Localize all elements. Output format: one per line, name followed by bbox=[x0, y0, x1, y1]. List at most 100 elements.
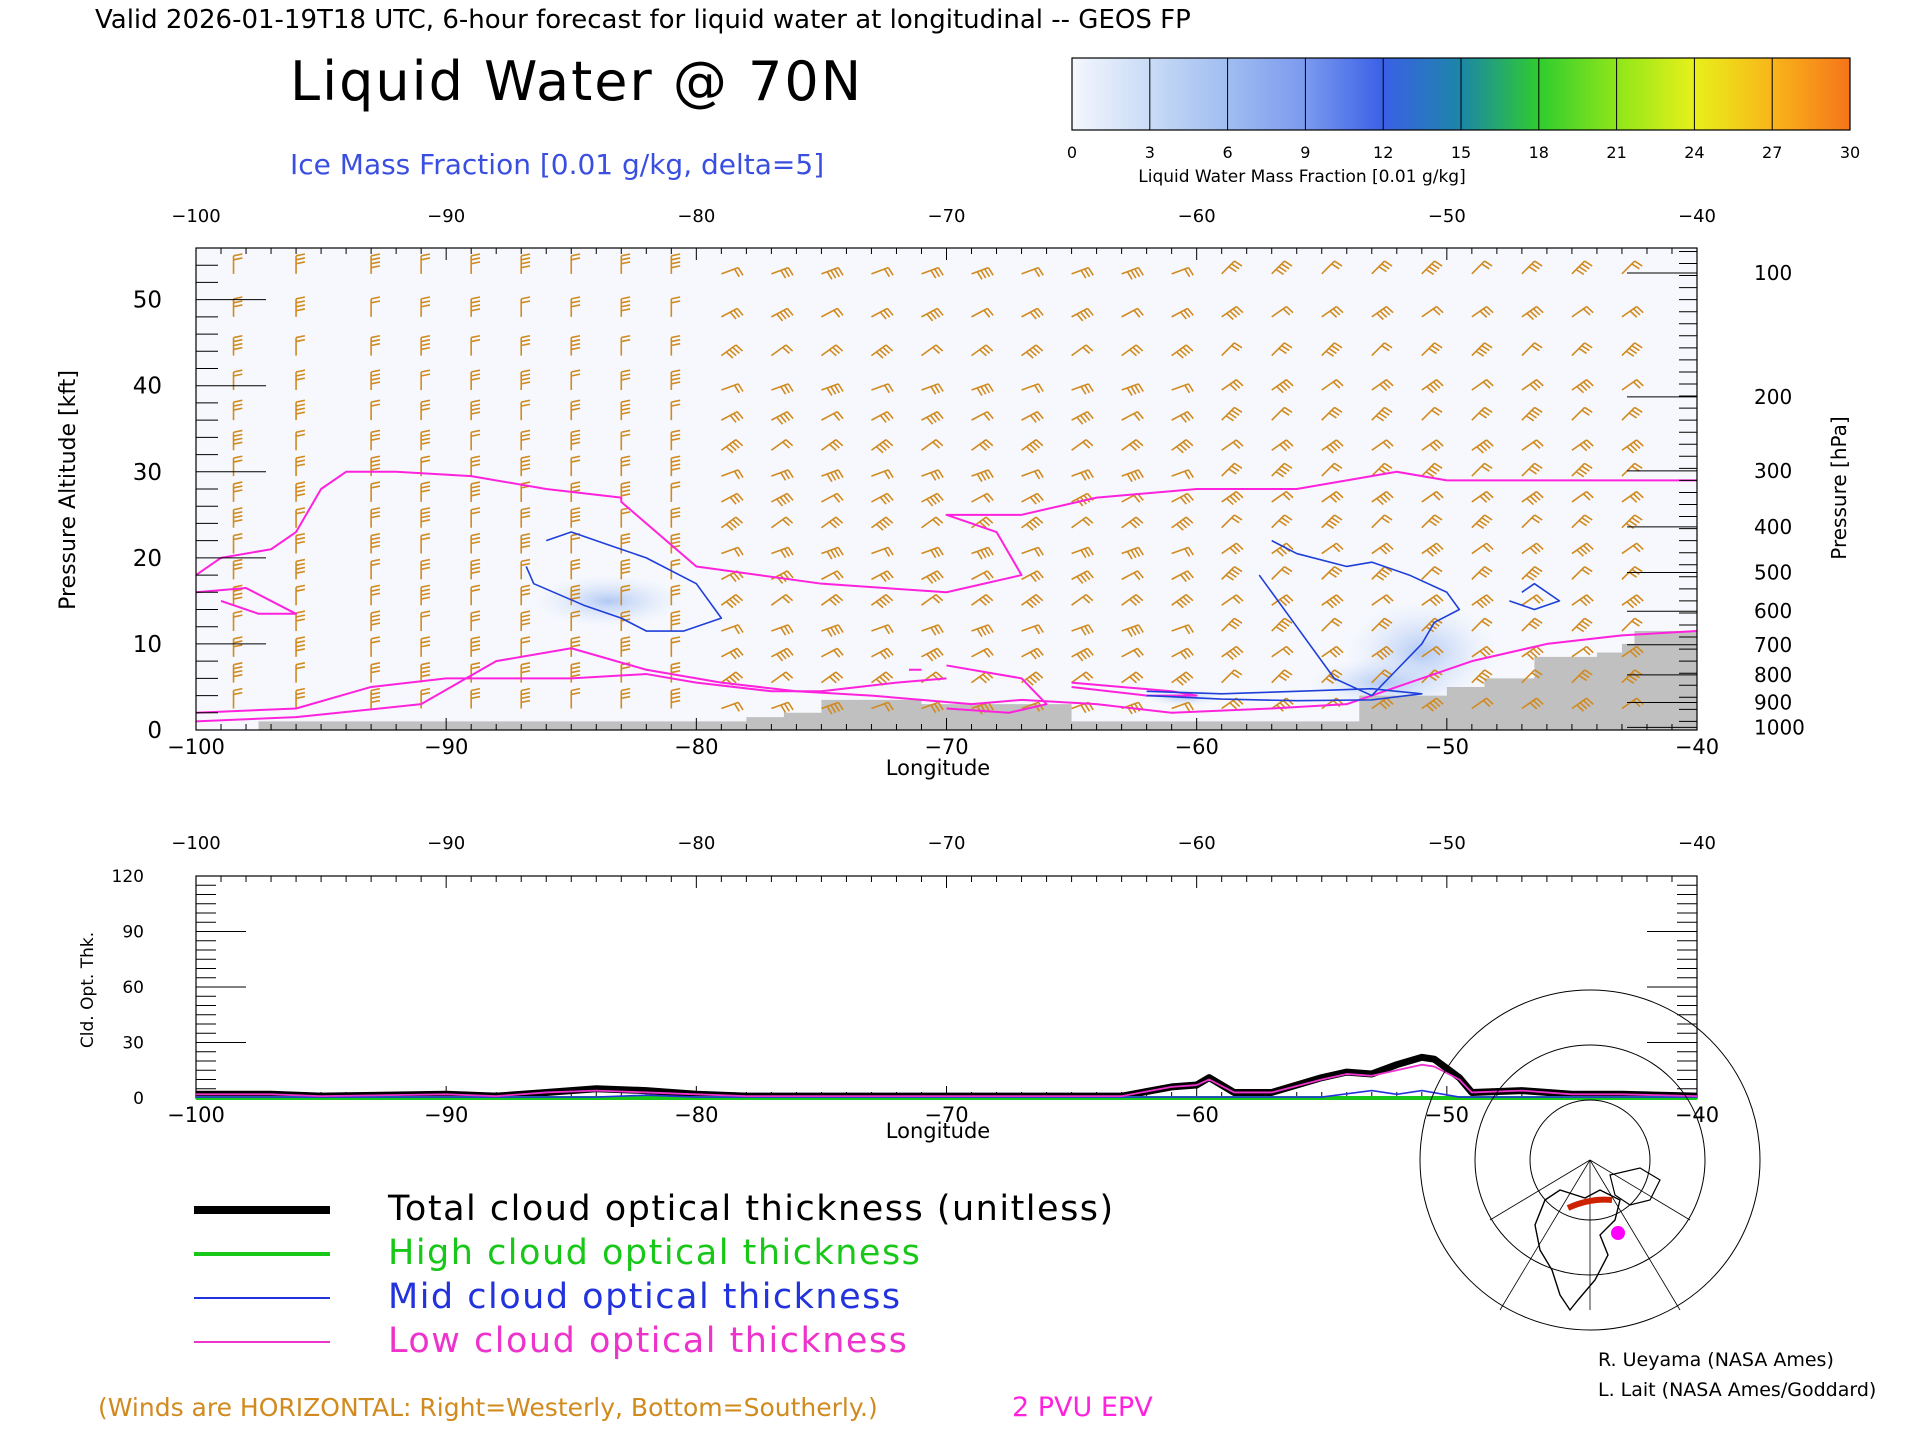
wind-barb bbox=[232, 636, 243, 657]
colorbar-tick-label: 3 bbox=[1145, 143, 1155, 162]
legend-total: Total cloud optical thickness (unitless) bbox=[387, 1189, 1115, 1229]
wind-barb bbox=[1471, 439, 1494, 454]
wind-barb bbox=[1321, 462, 1343, 477]
wind-barb bbox=[871, 266, 894, 278]
pressure-tick-label: 800 bbox=[1754, 663, 1792, 687]
legend-high: High cloud optical thickness bbox=[388, 1233, 921, 1273]
wind-barb bbox=[820, 671, 844, 684]
wind-barb bbox=[1021, 344, 1044, 359]
wind-barb bbox=[771, 546, 794, 559]
wind-barb bbox=[1321, 514, 1343, 530]
wind-barb bbox=[871, 492, 894, 505]
wind-barb bbox=[1521, 260, 1543, 275]
wind-barb bbox=[721, 624, 744, 635]
wind-barb bbox=[470, 687, 481, 709]
wind-barb bbox=[1321, 305, 1344, 318]
wind-barb bbox=[1221, 645, 1244, 661]
wind-barb bbox=[1521, 565, 1543, 581]
colorbar-tick-label: 18 bbox=[1529, 143, 1549, 162]
wind-barb bbox=[1621, 406, 1643, 421]
wind-barb bbox=[1521, 514, 1543, 529]
winds-note: (Winds are HORIZONTAL: Right=Westerly, B… bbox=[98, 1393, 878, 1422]
wind-barb bbox=[971, 492, 994, 503]
colorbar-segment bbox=[1227, 58, 1306, 130]
wind-barb bbox=[1621, 594, 1644, 609]
wind-barb bbox=[871, 647, 894, 660]
wind-barb bbox=[1171, 593, 1194, 609]
wind-barb bbox=[520, 253, 531, 274]
wind-barb bbox=[821, 701, 844, 715]
wind-barb bbox=[1371, 617, 1393, 632]
wind-barb bbox=[1471, 697, 1494, 710]
wind-barb bbox=[820, 593, 844, 606]
wind-barb bbox=[1471, 594, 1494, 609]
wind-barb bbox=[520, 610, 531, 632]
wind-barb bbox=[1371, 565, 1393, 581]
wind-barb bbox=[721, 701, 744, 712]
wind-barb bbox=[1171, 469, 1194, 480]
wind-barb bbox=[520, 369, 531, 391]
wind-barb bbox=[1121, 439, 1144, 451]
wind-barb bbox=[420, 429, 431, 451]
wind-barb bbox=[1271, 617, 1293, 633]
wind-barb bbox=[1421, 462, 1443, 478]
colorbar-segment bbox=[1772, 58, 1851, 130]
wind-barb bbox=[1321, 594, 1344, 609]
wind-barb bbox=[295, 481, 306, 502]
wind-barb bbox=[570, 296, 581, 317]
wind-barb bbox=[295, 558, 306, 580]
chart-title: Liquid Water @ 70N bbox=[290, 50, 863, 113]
wind-barb bbox=[1621, 565, 1643, 580]
wind-barb bbox=[1071, 570, 1094, 584]
wind-barb bbox=[370, 334, 381, 356]
wind-barb bbox=[232, 429, 243, 451]
pressure-tick-label: 600 bbox=[1754, 599, 1792, 623]
lower-xlabel: Longitude bbox=[886, 1119, 990, 1143]
wind-barb bbox=[921, 647, 944, 662]
legend: Total cloud optical thickness (unitless)… bbox=[194, 1189, 1115, 1361]
wind-barb bbox=[470, 296, 481, 317]
wind-barb bbox=[1621, 697, 1644, 710]
wind-barb bbox=[1221, 594, 1244, 606]
wind-barb bbox=[420, 296, 431, 317]
wind-barb bbox=[232, 455, 243, 477]
wind-barb bbox=[520, 507, 531, 528]
wind-barb bbox=[295, 399, 306, 421]
wind-barb bbox=[921, 344, 944, 357]
wind-barb bbox=[1121, 344, 1144, 357]
wind-barb bbox=[570, 687, 581, 709]
wind-barb bbox=[720, 647, 744, 660]
upper-xlabel: Longitude bbox=[886, 756, 990, 780]
wind-barb bbox=[420, 532, 431, 554]
wind-barb bbox=[921, 546, 944, 559]
wind-barb bbox=[871, 570, 894, 583]
wind-barb bbox=[570, 558, 581, 580]
wind-barb bbox=[1171, 410, 1194, 423]
wind-barb bbox=[1471, 645, 1494, 658]
wind-barb bbox=[1121, 593, 1144, 606]
x-tick-label: −100 bbox=[167, 735, 225, 759]
wind-barb bbox=[1571, 342, 1593, 357]
wind-barb bbox=[1321, 342, 1343, 357]
wind-barb bbox=[1571, 379, 1594, 394]
wind-barb bbox=[770, 344, 794, 357]
lower-y-tick-label: 120 bbox=[112, 867, 144, 887]
wind-barb bbox=[921, 410, 944, 425]
wind-barb bbox=[1221, 565, 1243, 581]
wind-barb bbox=[1071, 701, 1094, 714]
lower-x-tick-label: −40 bbox=[1675, 1103, 1719, 1127]
wind-barb bbox=[1571, 406, 1593, 421]
wind-barb bbox=[1221, 342, 1243, 357]
wind-barb bbox=[420, 610, 431, 632]
wind-barb bbox=[520, 455, 531, 477]
wind-barb bbox=[1521, 342, 1543, 357]
wind-barb bbox=[871, 383, 894, 394]
wind-barb bbox=[570, 369, 581, 391]
wind-barb bbox=[1121, 410, 1144, 421]
wind-barb bbox=[1521, 645, 1544, 661]
wind-barb bbox=[520, 558, 531, 580]
wind-barb bbox=[1421, 490, 1444, 503]
wind-barb bbox=[420, 636, 431, 657]
wind-barb bbox=[1471, 490, 1494, 503]
wind-barb bbox=[821, 307, 844, 318]
